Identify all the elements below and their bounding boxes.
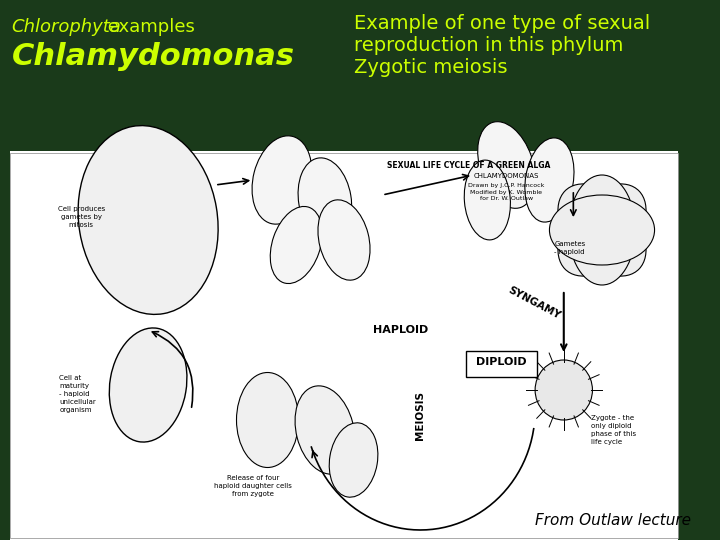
Text: SEXUAL LIFE CYCLE OF A GREEN ALGA: SEXUAL LIFE CYCLE OF A GREEN ALGA [387,161,550,170]
Text: MEIOSIS: MEIOSIS [415,391,426,440]
Text: DIPLOID: DIPLOID [477,357,527,367]
Text: Gametes
- haploid: Gametes - haploid [554,241,585,255]
Ellipse shape [298,158,351,242]
FancyBboxPatch shape [467,351,537,377]
Ellipse shape [558,184,646,276]
Ellipse shape [477,122,535,208]
Text: Zygotic meiosis: Zygotic meiosis [354,58,507,77]
Text: Cell at
maturity
- haploid
unicellular
organism: Cell at maturity - haploid unicellular o… [59,375,96,413]
Circle shape [535,360,593,420]
Ellipse shape [109,328,187,442]
Text: reproduction in this phylum: reproduction in this phylum [354,36,623,55]
Text: Chlorophyta: Chlorophyta [12,18,121,36]
Text: Cell produces
gametes by
mitosis: Cell produces gametes by mitosis [58,206,105,228]
Text: Drawn by J.C.P. Hancock
Modified by K. Womble
for Dr. W. Outlaw: Drawn by J.C.P. Hancock Modified by K. W… [468,183,544,201]
Text: HAPLOID: HAPLOID [373,325,428,335]
Text: Example of one type of sexual: Example of one type of sexual [354,14,650,33]
Ellipse shape [295,386,355,474]
Bar [9,153,678,538]
Text: Chlamydomonas: Chlamydomonas [12,42,294,71]
Ellipse shape [236,373,299,468]
Ellipse shape [318,200,370,280]
Text: CHLAMYDOMONAS: CHLAMYDOMONAS [474,173,539,179]
Ellipse shape [270,206,322,284]
Ellipse shape [78,126,218,314]
Ellipse shape [329,423,378,497]
Text: From Outlaw lecture: From Outlaw lecture [535,513,691,528]
Ellipse shape [252,136,312,224]
FancyBboxPatch shape [9,151,678,540]
Ellipse shape [549,195,654,265]
Text: Release of four
haploid daughter cells
from zygote: Release of four haploid daughter cells f… [215,475,292,497]
Text: examples: examples [102,18,195,36]
Ellipse shape [569,175,636,285]
Ellipse shape [464,160,510,240]
Ellipse shape [525,138,574,222]
Text: Zygote - the
only diploid
phase of this
life cycle: Zygote - the only diploid phase of this … [590,415,636,445]
Ellipse shape [558,184,646,276]
Text: SYNGAMY: SYNGAMY [506,285,562,321]
